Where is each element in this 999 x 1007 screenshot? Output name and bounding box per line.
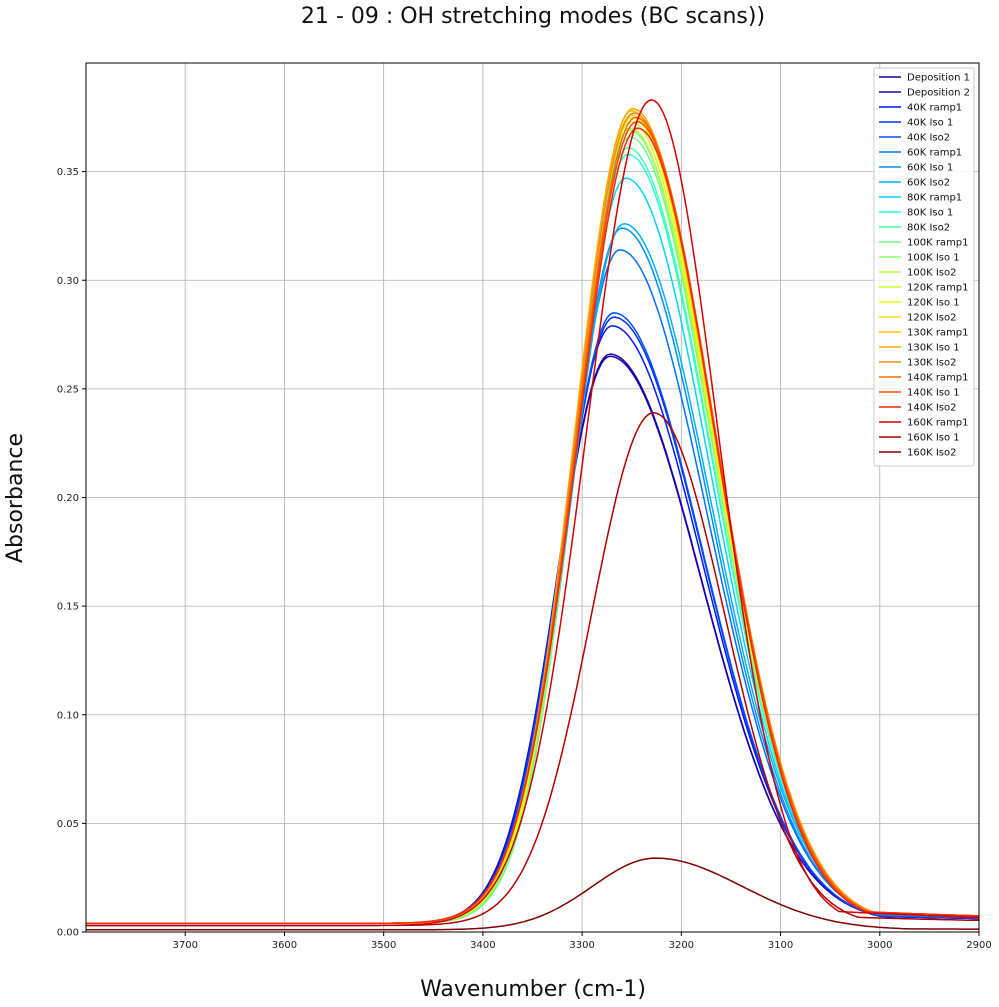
legend-label: 40K Iso2 (907, 133, 950, 144)
legend-label: 100K Iso2 (907, 268, 956, 279)
y-tick-label: 0.05 (57, 819, 79, 830)
series-line (86, 316, 980, 925)
chart-title: 21 - 09 : OH stretching modes (BC scans)… (301, 4, 765, 29)
legend-label: 140K ramp1 (907, 373, 969, 384)
series-line (86, 127, 980, 925)
series-line (86, 177, 980, 925)
legend-label: 160K Iso 1 (907, 433, 960, 444)
x-tick-label: 3000 (867, 940, 892, 951)
legend-label: 140K Iso 1 (907, 388, 960, 399)
legend-label: 120K ramp1 (907, 283, 969, 294)
x-tick-label: 2900 (966, 940, 991, 951)
series-line (86, 120, 979, 925)
legend-label: 130K Iso 1 (907, 343, 960, 354)
legend-label: 100K ramp1 (907, 238, 969, 249)
legend-label: 160K ramp1 (907, 418, 969, 429)
series-line (86, 99, 980, 927)
series-line (86, 114, 979, 925)
y-tick-label: 0.30 (57, 276, 79, 287)
series-line (86, 112, 980, 925)
series-line (86, 412, 980, 927)
series-line (86, 355, 980, 925)
series-line (86, 153, 980, 925)
legend-label: 80K Iso2 (907, 223, 950, 234)
series-line (86, 146, 980, 925)
legend-label: Deposition 1 (907, 73, 970, 84)
series-line (86, 116, 980, 925)
legend-label: 130K ramp1 (907, 328, 969, 339)
x-tick-label: 3200 (669, 940, 694, 951)
series-line (86, 223, 979, 925)
legend-label: 120K Iso 1 (907, 298, 960, 309)
y-axis-label: Absorbance (3, 433, 28, 563)
legend-label: 40K Iso 1 (907, 118, 953, 129)
series-layer (86, 99, 980, 931)
x-tick-label: 3700 (172, 940, 197, 951)
legend-label: Deposition 2 (907, 88, 970, 99)
y-tick-label: 0.20 (57, 493, 79, 504)
series-line (86, 129, 979, 925)
legend-label: 100K Iso 1 (907, 253, 960, 264)
legend: Deposition 1 Deposition 2 40K ramp1 40K Iso… (873, 67, 975, 467)
grid-lines (86, 63, 980, 933)
legend-label: 60K Iso 1 (907, 163, 953, 174)
series-line (86, 857, 979, 931)
series-line (86, 353, 979, 925)
series-line (86, 107, 980, 925)
series-line (86, 325, 980, 925)
x-tick-label: 3400 (470, 940, 495, 951)
series-line (86, 136, 980, 925)
x-tick-label: 3600 (272, 940, 297, 951)
x-tick-label: 3500 (371, 940, 396, 951)
y-tick-label: 0.10 (57, 710, 79, 721)
legend-label: 40K ramp1 (907, 103, 962, 114)
series-line (86, 312, 979, 925)
legend-label: 80K ramp1 (907, 193, 962, 204)
series-line (86, 249, 980, 925)
series-line (86, 110, 980, 925)
y-tick-label: 0.00 (57, 928, 79, 939)
legend-label: 60K ramp1 (907, 148, 962, 159)
x-tick-label: 3100 (768, 940, 793, 951)
series-line (86, 127, 980, 925)
x-axis-label: Wavenumber (cm-1) (420, 977, 646, 1002)
legend-label: 160K Iso2 (907, 448, 956, 459)
y-tick-label: 0.25 (57, 384, 79, 395)
y-tick-label: 0.15 (57, 602, 79, 613)
legend-label: 130K Iso2 (907, 358, 956, 369)
series-line (86, 120, 980, 925)
y-tick-label: 0.35 (57, 167, 79, 178)
legend-label: 60K Iso2 (907, 178, 950, 189)
series-line (86, 227, 980, 925)
legend-label: 140K Iso2 (907, 403, 956, 414)
legend-label: 80K Iso 1 (907, 208, 953, 219)
legend-label: 120K Iso2 (907, 313, 956, 324)
axis-ticks: 3700 3600 3500 3400 3300 3200 3100 3000 2900 0.00… (57, 167, 992, 951)
series-line (86, 116, 980, 925)
x-tick-label: 3300 (569, 940, 594, 951)
